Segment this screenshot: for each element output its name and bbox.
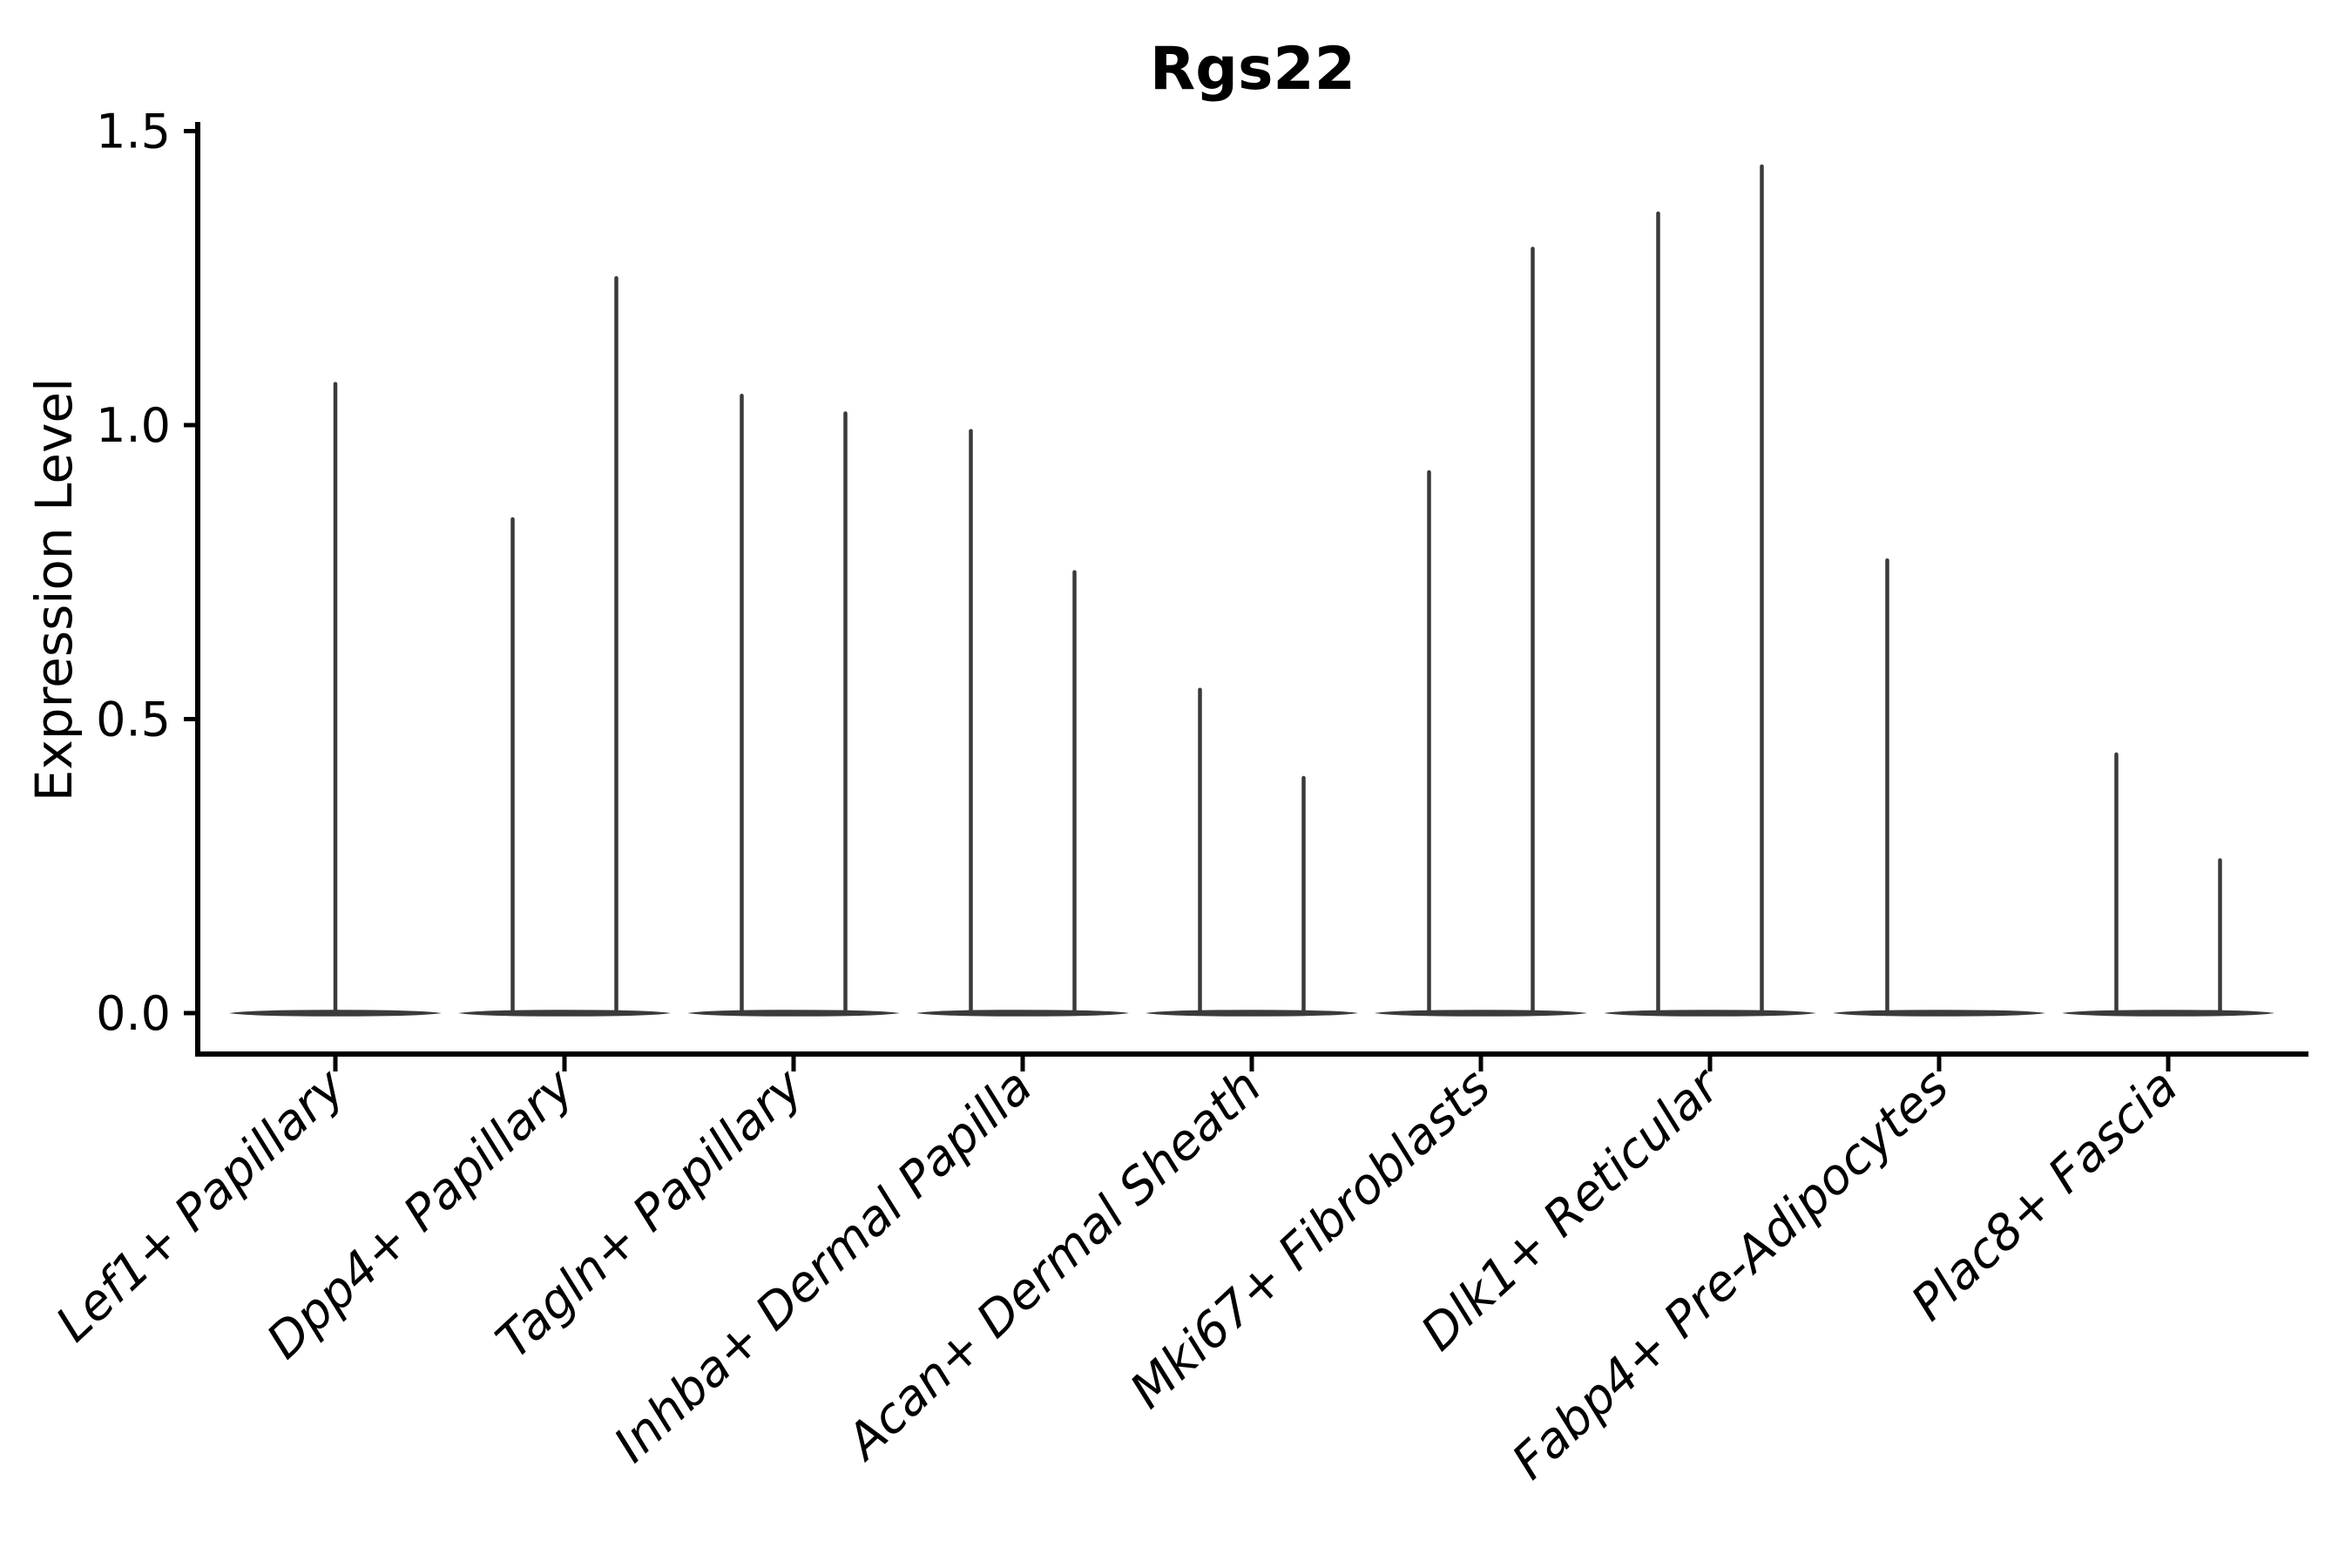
violin-body [1604,1010,1816,1017]
y-axis-ticks: 0.0 0.5 1.0 1.5 [96,105,198,1041]
y-tick-label: 1.0 [96,398,171,453]
x-tick-label: Fabp4+ Pre-Adipocytes [1502,1058,1960,1490]
x-tick-label: Inhba+ Dermal Papilla [604,1058,1044,1474]
violin-body [916,1010,1129,1017]
y-tick-label: 0.5 [96,693,171,747]
x-axis-ticks [333,1057,2171,1071]
x-tick-label: Acan+ Dermal Sheath [835,1058,1273,1472]
chart-title: Rgs22 [1150,35,1355,104]
violin-body [1375,1010,1587,1017]
violin-body [2062,1010,2274,1017]
y-axis-label: Expression Level [24,378,84,801]
violin-body [687,1010,900,1017]
violin-body [1833,1010,2045,1017]
y-tick-label: 0.0 [96,986,171,1041]
violin-body [458,1010,671,1017]
y-tick-label: 1.5 [96,105,171,159]
violin-body [229,1010,442,1017]
violins [229,164,2274,1017]
violin-body [1146,1010,1358,1017]
